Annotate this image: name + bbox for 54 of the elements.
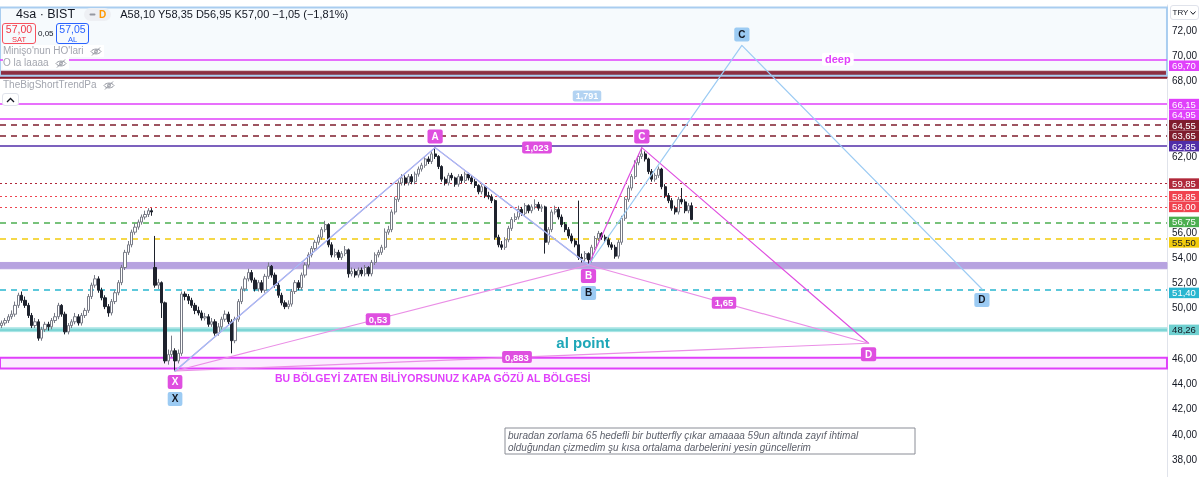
annotation: 1,65 bbox=[714, 297, 734, 309]
annotation: 0,05 bbox=[38, 29, 54, 39]
ref-line-label: 48,26 bbox=[1172, 324, 1196, 336]
ref-line-label: 58,00 bbox=[1172, 201, 1196, 213]
data-label: C bbox=[638, 131, 646, 143]
data-label: C bbox=[738, 28, 746, 40]
annotation: 57,05 bbox=[59, 23, 86, 35]
annotation: buradan zorlama 65 hedefli bir butterfly çıkar amaaaa 59un altında zayıf ihtimal olduğundan çizmedim şu kısa ortalama darbelerini yesin güncellerim bbox=[508, 429, 861, 453]
ref-line-label: 63,65 bbox=[1172, 130, 1196, 142]
y-tick-label: 70,00 bbox=[1171, 49, 1198, 61]
data-label: D bbox=[978, 294, 986, 306]
y-tick-label: 68,00 bbox=[1171, 75, 1198, 87]
ref-line-label: 69,70 bbox=[1172, 60, 1196, 72]
chart-title: 4sa · BIST bbox=[16, 7, 76, 21]
data-label: X bbox=[171, 393, 179, 405]
y-tick-label: 62,00 bbox=[1171, 150, 1198, 162]
ref-line-label: 51,40 bbox=[1172, 287, 1196, 299]
band-label: BU BÖLGEYİ ZATEN BİLİYORSUNUZ KAPA GÖZÜ AL BÖLGESİ bbox=[275, 371, 591, 384]
y-tick-label: 50,00 bbox=[1171, 302, 1198, 314]
ref-line-label: 64,55 bbox=[1172, 119, 1196, 131]
ref-line-label: 66,15 bbox=[1172, 98, 1196, 110]
annotation: 0,883 bbox=[505, 351, 529, 363]
annotation: TheBigShortTrendPa bbox=[3, 79, 97, 91]
ref-line-label: 62,85 bbox=[1172, 140, 1196, 152]
ref-line-label: 64,95 bbox=[1172, 109, 1196, 121]
ref-line-label: 55,50 bbox=[1172, 236, 1196, 248]
ref-line-label: 59,85 bbox=[1172, 178, 1196, 190]
annotation: O la laaaa bbox=[3, 57, 49, 69]
y-tick-label: 46,00 bbox=[1171, 352, 1198, 364]
currency-dropdown: TRY bbox=[1170, 5, 1199, 20]
data-label: A bbox=[431, 131, 439, 143]
annotation: deep bbox=[825, 53, 851, 66]
y-tick-label: 54,00 bbox=[1171, 251, 1198, 263]
y-tick-label: 56,00 bbox=[1171, 226, 1198, 238]
data-label: D bbox=[864, 348, 873, 360]
data-label: B bbox=[584, 287, 593, 299]
data-label: X bbox=[171, 376, 179, 388]
y-tick-label: 38,00 bbox=[1171, 453, 1198, 465]
annotation: Minişo'nun HO'lari bbox=[3, 45, 84, 57]
annotation: al point bbox=[556, 333, 610, 351]
annotation: 1,791 bbox=[575, 91, 599, 101]
ref-line-label: 56,75 bbox=[1172, 216, 1196, 228]
annotation: 57,00 bbox=[5, 23, 33, 35]
annotation: D bbox=[99, 8, 107, 21]
annotation: 1,023 bbox=[525, 142, 549, 154]
y-tick-label: 44,00 bbox=[1171, 378, 1198, 390]
y-tick-label: 40,00 bbox=[1171, 428, 1198, 440]
ref-line-label: 58,85 bbox=[1172, 190, 1196, 202]
annotation: 0,53 bbox=[368, 313, 388, 325]
data-label: B bbox=[584, 270, 593, 282]
chart-subtitle: A58,10 Y58,35 D56,95 K57,00 −1,05 (−1,81%) bbox=[120, 8, 349, 21]
y-tick-label: 72,00 bbox=[1171, 24, 1198, 36]
y-tick-label: 52,00 bbox=[1171, 277, 1198, 289]
y-tick-label: 42,00 bbox=[1171, 403, 1198, 415]
